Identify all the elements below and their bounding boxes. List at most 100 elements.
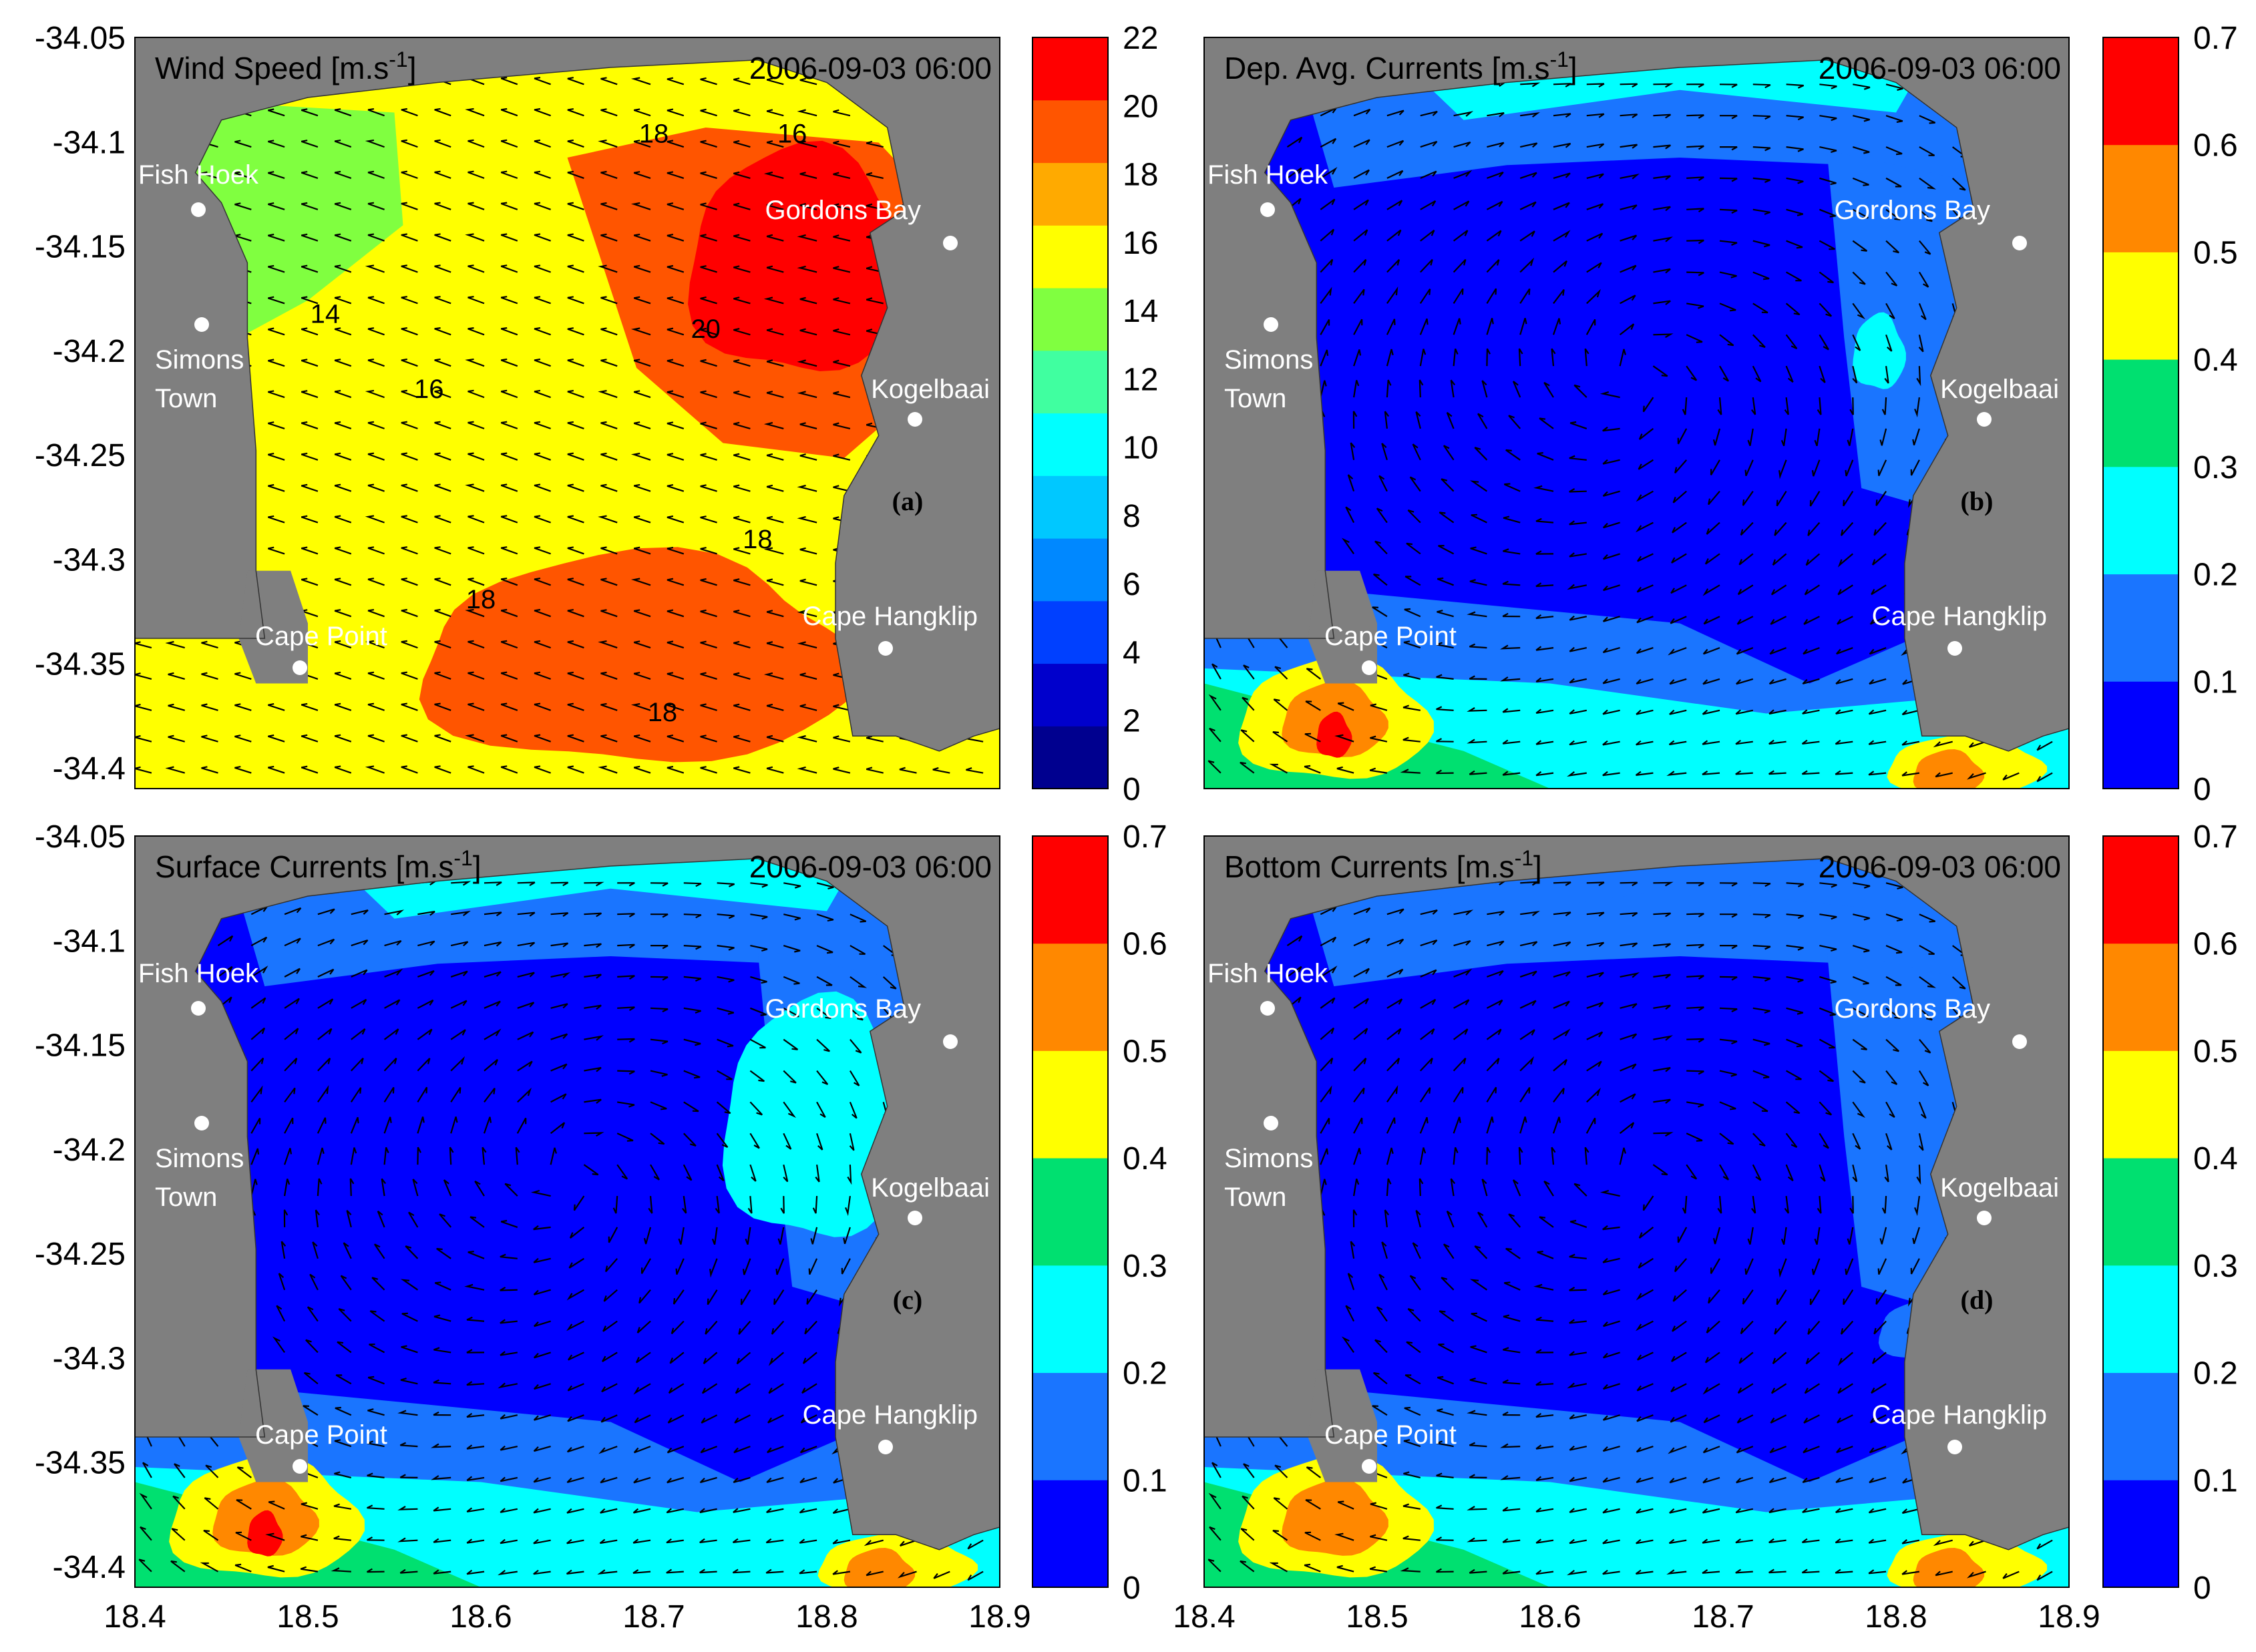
vector-arrow (1885, 83, 1903, 91)
vector-arrow (1636, 647, 1654, 654)
vector-arrow (640, 1258, 651, 1274)
vector-arrow (170, 1560, 186, 1573)
vector-arrow (1320, 1057, 1334, 1072)
vector-arrow (236, 1466, 252, 1478)
vector-arrow (334, 671, 352, 680)
vector-arrow (667, 453, 685, 461)
vector-arrow (1602, 426, 1620, 432)
vector-arrow (466, 1444, 485, 1450)
vector-arrow (284, 968, 301, 978)
vector-arrow (599, 1538, 618, 1544)
vector-arrow (766, 1476, 784, 1483)
vector-arrow (1602, 1569, 1620, 1575)
vector-arrow (1674, 1258, 1688, 1273)
vector-arrow (1772, 1352, 1787, 1365)
vector-arrow (484, 1000, 501, 1009)
vector-arrow (365, 765, 385, 774)
vector-arrow (1852, 1038, 1868, 1050)
vector-arrow (1535, 582, 1554, 588)
title-superscript: -1 (1515, 846, 1533, 870)
vector-arrow (732, 1538, 751, 1543)
vector-arrow (1386, 1117, 1396, 1134)
vector-arrow (1801, 1538, 1820, 1543)
vector-arrow (1586, 972, 1604, 978)
vector-arrow (1569, 1538, 1587, 1544)
vector-arrow (1670, 616, 1687, 624)
colorbar-band (1032, 943, 1108, 1051)
vector-arrow (1918, 302, 1927, 321)
vector-arrow (1635, 1569, 1654, 1575)
vector-arrow (1209, 1526, 1221, 1541)
vector-arrow (1304, 765, 1321, 774)
vector-arrow (1453, 170, 1473, 179)
vector-arrow (568, 1352, 584, 1361)
vector-arrow (401, 358, 418, 367)
vector-arrow (1805, 1352, 1821, 1365)
vector-arrow (517, 972, 535, 978)
vector-arrow (733, 735, 751, 743)
vector-arrow (1840, 522, 1854, 536)
vector-arrow (1840, 1320, 1854, 1335)
vector-arrow (566, 1476, 584, 1484)
vector-arrow (500, 264, 518, 273)
vector-arrow (816, 1038, 830, 1052)
vector-arrow (469, 1216, 485, 1228)
vector-arrow (633, 359, 651, 367)
vector-arrow (1533, 485, 1554, 492)
vector-arrow (1376, 1306, 1388, 1322)
vector-arrow (1553, 881, 1571, 886)
vector-arrow (733, 77, 751, 85)
vector-arrow (373, 1243, 385, 1259)
colorbar-band (2103, 144, 2179, 252)
colorbar-tick-label: 16 (1123, 226, 1158, 261)
vector-arrow (1481, 1179, 1488, 1197)
vector-arrow (816, 1070, 829, 1085)
vector-arrow (301, 452, 319, 461)
vector-arrow (799, 296, 817, 304)
vector-arrow (1919, 1007, 1933, 1021)
vector-arrow (600, 202, 618, 210)
vector-arrow (1453, 111, 1474, 117)
vector-arrow (667, 609, 685, 618)
vector-arrow (433, 1379, 451, 1385)
vector-arrow (1436, 1568, 1454, 1573)
vector-arrow (671, 1320, 685, 1335)
vector-arrow (1620, 912, 1638, 917)
vector-arrow (1543, 382, 1554, 398)
vector-arrow (1420, 1028, 1435, 1040)
vector-arrow (1553, 172, 1571, 179)
title-text: Surface Currents [m.s (155, 849, 453, 884)
vector-arrow (633, 390, 651, 399)
vector-arrow (1552, 1116, 1561, 1134)
vector-arrow (1720, 146, 1738, 151)
vector-arrow (434, 233, 451, 242)
vector-arrow (1770, 616, 1787, 625)
vector-arrow (766, 77, 784, 85)
vector-arrow (1819, 365, 1826, 383)
vector-arrow (1686, 83, 1704, 88)
vector-arrow (1702, 770, 1720, 775)
vector-arrow (1353, 968, 1370, 978)
vector-arrow (749, 1101, 763, 1116)
vector-arrow (433, 1506, 451, 1512)
vector-arrow (334, 139, 352, 148)
vector-arrow (334, 421, 352, 429)
vector-arrow (1535, 1316, 1554, 1322)
colorbar-band (2103, 359, 2179, 467)
vector-arrow (700, 359, 717, 367)
vector-arrow (401, 296, 418, 304)
place-label: Gordons Bay (765, 994, 921, 1024)
vector-arrow (567, 483, 584, 492)
vector-arrow (1668, 1538, 1687, 1544)
vector-arrow (1553, 230, 1571, 242)
vector-arrow (401, 421, 418, 429)
vector-arrow (1519, 1000, 1537, 1009)
vector-arrow (1441, 1277, 1455, 1291)
vector-arrow (1437, 610, 1454, 618)
vector-arrow (1453, 258, 1467, 273)
vector-arrow (667, 578, 685, 586)
vector-arrow (567, 202, 584, 210)
vector-arrow (1453, 999, 1470, 1009)
vector-arrow (766, 234, 784, 242)
vector-arrow (567, 578, 584, 586)
